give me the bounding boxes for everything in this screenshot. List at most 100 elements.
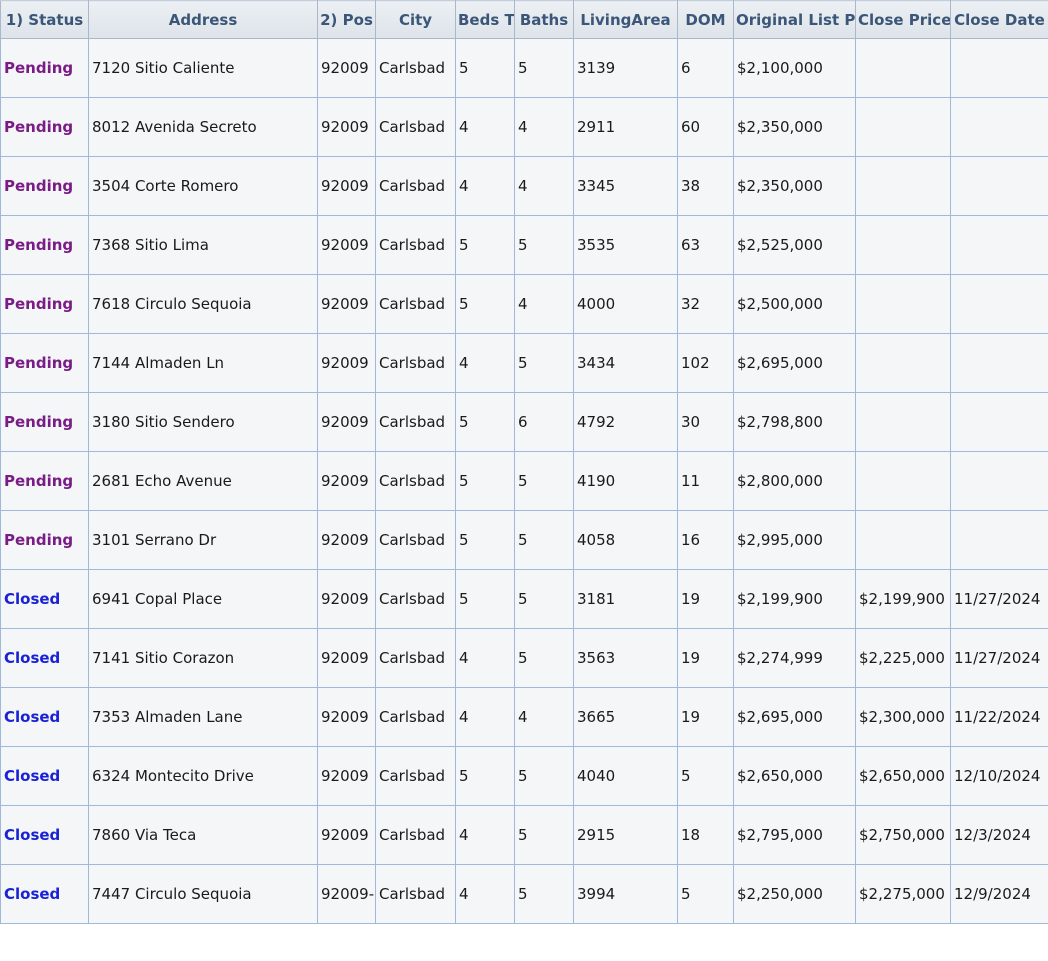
status-cell: Closed: [0, 628, 89, 688]
close-price-cell: [855, 274, 951, 334]
living-area-cell: 4058: [573, 510, 678, 570]
address-cell: 6324 Montecito Drive: [88, 746, 318, 806]
column-header-dom[interactable]: DOM: [677, 0, 734, 39]
city-cell: Carlsbad: [375, 274, 456, 334]
baths-cell: 4: [514, 274, 574, 334]
status-cell: Pending: [0, 215, 89, 275]
living-area-cell: 3139: [573, 38, 678, 98]
table-row[interactable]: Pending 3504 Corte Romero 92009 Carlsbad 4 4 3…: [0, 156, 1048, 216]
status-cell: Pending: [0, 274, 89, 334]
table-row[interactable]: Pending 7120 Sitio Caliente 92009 Carlsbad 5…: [0, 38, 1048, 98]
column-header-close-price[interactable]: Close Price: [855, 0, 951, 39]
status-cell: Closed: [0, 687, 89, 747]
living-area-cell: 2911: [573, 97, 678, 157]
close-price-cell: [855, 451, 951, 511]
original-list-price-cell: $2,500,000: [733, 274, 856, 334]
column-header-postal-code[interactable]: 2) Pos: [317, 0, 376, 39]
beds-cell: 5: [455, 215, 515, 275]
beds-cell: 5: [455, 38, 515, 98]
beds-cell: 4: [455, 864, 515, 924]
city-cell: Carlsbad: [375, 392, 456, 452]
dom-cell: 6: [677, 38, 734, 98]
dom-cell: 18: [677, 805, 734, 865]
original-list-price-cell: $2,274,999: [733, 628, 856, 688]
column-header-baths[interactable]: Baths: [514, 0, 574, 39]
address-cell: 7860 Via Teca: [88, 805, 318, 865]
close-date-cell: [950, 156, 1048, 216]
baths-cell: 5: [514, 333, 574, 393]
table-row[interactable]: Closed 7860 Via Teca 92009 Carlsbad 4 5 2915 18…: [0, 805, 1048, 865]
original-list-price-cell: $2,995,000: [733, 510, 856, 570]
close-price-cell: $2,225,000: [855, 628, 951, 688]
beds-cell: 5: [455, 274, 515, 334]
original-list-price-cell: $2,350,000: [733, 156, 856, 216]
table-row[interactable]: Pending 7144 Almaden Ln 92009 Carlsbad 4 5 343…: [0, 333, 1048, 393]
table-row[interactable]: Pending 7618 Circulo Sequoia 92009 Carlsbad…: [0, 274, 1048, 334]
close-price-cell: $2,275,000: [855, 864, 951, 924]
column-header-close-date[interactable]: Close Date: [950, 0, 1048, 39]
postal-code-cell: 92009: [317, 628, 376, 688]
beds-cell: 4: [455, 628, 515, 688]
table-row[interactable]: Closed 7141 Sitio Corazon 92009 Carlsbad 4 5 3…: [0, 628, 1048, 688]
beds-cell: 5: [455, 392, 515, 452]
status-cell: Pending: [0, 156, 89, 216]
close-date-cell: [950, 510, 1048, 570]
baths-cell: 5: [514, 451, 574, 511]
address-cell: 2681 Echo Avenue: [88, 451, 318, 511]
table-row[interactable]: Pending 8012 Avenida Secreto 92009 Carlsbad…: [0, 97, 1048, 157]
postal-code-cell: 92009: [317, 215, 376, 275]
postal-code-cell: 92009-8: [317, 864, 376, 924]
status-cell: Pending: [0, 510, 89, 570]
address-cell: 7447 Circulo Sequoia: [88, 864, 318, 924]
close-date-cell: [950, 97, 1048, 157]
table-row[interactable]: Closed 6324 Montecito Drive 92009 Carlsbad 5…: [0, 746, 1048, 806]
postal-code-cell: 92009: [317, 746, 376, 806]
close-price-cell: [855, 510, 951, 570]
table-row[interactable]: Closed 7353 Almaden Lane 92009 Carlsbad 4 4 36…: [0, 687, 1048, 747]
close-date-cell: 12/3/2024: [950, 805, 1048, 865]
close-price-cell: $2,199,900: [855, 569, 951, 629]
original-list-price-cell: $2,695,000: [733, 687, 856, 747]
address-cell: 7618 Circulo Sequoia: [88, 274, 318, 334]
table-row[interactable]: Closed 6941 Copal Place 92009 Carlsbad 5 5 318…: [0, 569, 1048, 629]
table-row[interactable]: Pending 3101 Serrano Dr 92009 Carlsbad 5 5 405…: [0, 510, 1048, 570]
status-cell: Pending: [0, 451, 89, 511]
living-area-cell: 3665: [573, 687, 678, 747]
close-price-cell: [855, 97, 951, 157]
column-header-beds[interactable]: Beds T: [455, 0, 515, 39]
living-area-cell: 3535: [573, 215, 678, 275]
dom-cell: 19: [677, 569, 734, 629]
table-row[interactable]: Pending 3180 Sitio Sendero 92009 Carlsbad 5 6…: [0, 392, 1048, 452]
living-area-cell: 3181: [573, 569, 678, 629]
column-header-living-area[interactable]: LivingArea: [573, 0, 678, 39]
living-area-cell: 3994: [573, 864, 678, 924]
city-cell: Carlsbad: [375, 510, 456, 570]
living-area-cell: 4792: [573, 392, 678, 452]
close-date-cell: 11/27/2024: [950, 628, 1048, 688]
close-date-cell: 12/9/2024: [950, 864, 1048, 924]
living-area-cell: 2915: [573, 805, 678, 865]
postal-code-cell: 92009: [317, 156, 376, 216]
original-list-price-cell: $2,695,000: [733, 333, 856, 393]
table-row[interactable]: Pending 2681 Echo Avenue 92009 Carlsbad 5 5 41…: [0, 451, 1048, 511]
original-list-price-cell: $2,350,000: [733, 97, 856, 157]
city-cell: Carlsbad: [375, 333, 456, 393]
column-header-address[interactable]: Address: [88, 0, 318, 39]
column-header-city[interactable]: City: [375, 0, 456, 39]
postal-code-cell: 92009: [317, 97, 376, 157]
baths-cell: 5: [514, 805, 574, 865]
living-area-cell: 3434: [573, 333, 678, 393]
column-header-original-list-price[interactable]: Original List P: [733, 0, 856, 39]
beds-cell: 4: [455, 97, 515, 157]
close-price-cell: [855, 333, 951, 393]
close-date-cell: [950, 451, 1048, 511]
close-date-cell: 11/27/2024: [950, 569, 1048, 629]
baths-cell: 5: [514, 569, 574, 629]
column-header-status[interactable]: 1) Status: [0, 0, 89, 39]
beds-cell: 5: [455, 746, 515, 806]
dom-cell: 19: [677, 687, 734, 747]
close-date-cell: [950, 333, 1048, 393]
close-date-cell: [950, 274, 1048, 334]
table-row[interactable]: Pending 7368 Sitio Lima 92009 Carlsbad 5 5 353…: [0, 215, 1048, 275]
